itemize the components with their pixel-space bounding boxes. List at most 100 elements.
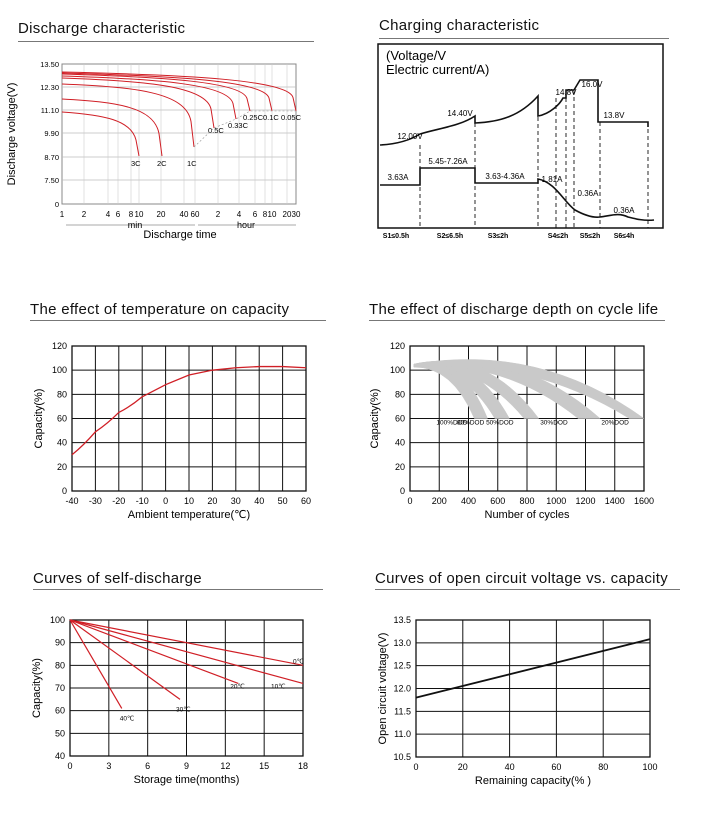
discharge-title: Discharge characteristic: [18, 20, 186, 37]
discharge-title-rule: [18, 41, 314, 42]
series-line: [69, 619, 181, 700]
x-tick-label: 100: [642, 762, 657, 772]
series-label: 10℃: [271, 682, 286, 690]
x-tick-label: 40: [180, 210, 189, 219]
y-tick-label: 50: [55, 728, 65, 738]
y-axis-title: Capacity(%): [33, 389, 45, 449]
series-line: [69, 619, 123, 709]
x-tick-label: 1000: [546, 496, 566, 506]
plot-frame: [61, 63, 297, 205]
x-tick-label: 40: [505, 762, 515, 772]
x-tick-label: 0: [407, 496, 412, 506]
capacity-line: [71, 365, 307, 456]
dod-label: 80%DOD: [457, 420, 485, 427]
y-tick-label: 12.5: [393, 661, 411, 671]
x-tick-label: 0: [67, 761, 72, 771]
stage-label: S2≤6.5h: [437, 233, 463, 240]
x-tick-label: 1200: [575, 496, 595, 506]
voltage-label: 14.40V: [447, 109, 473, 118]
voltage-curve: [379, 79, 649, 146]
discharge-curve: [61, 71, 297, 112]
current-label: 3.63-4.36A: [485, 172, 525, 181]
y-tick-label: 10.5: [393, 752, 411, 762]
hour-label: hour: [237, 220, 255, 230]
voltage-label: 14.8V: [556, 88, 578, 97]
y-tick-label: 60: [57, 414, 67, 424]
x-tick-label: 1600: [634, 496, 654, 506]
y-tick-label: 40: [395, 438, 405, 448]
y-axis-title: Capacity(%): [31, 658, 43, 718]
current-label: 3.63A: [388, 173, 410, 182]
discharge-curve: [61, 98, 163, 157]
temperature-title-rule: [30, 320, 326, 321]
dod-label: 50%DOD: [486, 420, 514, 427]
y-tick-label: 90: [55, 638, 65, 648]
selfdischarge-chart: 0 3 6 9 12 15 18 40 50 60 70 80 90 100 Storage time(mo…: [31, 615, 308, 786]
dod-label: 20%DOD: [601, 420, 629, 427]
x-tick-label: 30: [231, 496, 241, 506]
y-tick-label: 13.5: [393, 615, 411, 625]
x-tick-label: 50: [278, 496, 288, 506]
dod-label: 30%DOD: [540, 420, 568, 427]
y-tick-label: 40: [57, 438, 67, 448]
current-label: 5.45-7.26A: [428, 157, 468, 166]
x-tick-label: 2: [216, 210, 221, 219]
x-tick-label: 60: [191, 210, 200, 219]
x-tick-label: 20: [207, 496, 217, 506]
series-label: 30℃: [176, 705, 191, 713]
y-tick-label: 0: [400, 486, 405, 496]
curve-label: 0.25C: [243, 113, 264, 122]
x-tick-label: 60: [301, 496, 311, 506]
x-tick-label: 400: [461, 496, 476, 506]
discharge-curve: [61, 77, 215, 129]
x-tick-label: 6: [145, 761, 150, 771]
series-line: [69, 619, 304, 685]
curve-label: 0.1C: [263, 113, 279, 122]
curve-label: 0.05C: [281, 113, 302, 122]
x-tick-label: 18: [298, 761, 308, 771]
ocv-title: Curves of open circuit voltage vs. capac…: [375, 570, 669, 587]
y-axis-title: Open circuit voltage(V): [377, 633, 389, 745]
x-tick-label: 12: [220, 761, 230, 771]
curve-label: 1C: [187, 159, 197, 168]
y-tick-label: 11.0: [394, 729, 411, 739]
y-tick-label: 120: [52, 341, 67, 351]
x-tick-label: 1: [60, 210, 65, 219]
legend-line-1: (Voltage/V: [386, 48, 446, 63]
stage-label: S4≤2h: [548, 233, 569, 240]
temperature-title: The effect of temperature on capacity: [30, 301, 290, 318]
x-tick-label: 8: [263, 210, 268, 219]
x-tick-label: 600: [490, 496, 505, 506]
x-tick-label: 60: [551, 762, 561, 772]
y-axis-title: Capacity(%): [369, 389, 381, 449]
y-tick-label: 100: [52, 365, 67, 375]
x-tick-label: 6: [253, 210, 258, 219]
series-label: 0℃: [293, 657, 304, 665]
x-axis-title: Discharge time: [143, 229, 216, 241]
y-tick-label: 100: [390, 365, 405, 375]
y-tick-label: 12.0: [393, 684, 411, 694]
y-tick-label: 80: [395, 389, 405, 399]
temperature-chart: -40 -30 -20 -10 0 10 20 30 40 50 60 0 20 40 60 80 100 120…: [33, 341, 311, 521]
y-tick-label: 20: [57, 462, 67, 472]
cycle-title: The effect of discharge depth on cycle l…: [369, 301, 659, 318]
voltage-label: 13.8V: [604, 111, 626, 120]
x-axis-title: Storage time(months): [134, 774, 240, 786]
x-tick-label: 20: [157, 210, 166, 219]
discharge-curve: [61, 75, 237, 120]
discharge-curve: [61, 73, 251, 112]
y-tick-label: 12.30: [40, 83, 59, 92]
x-tick-label: 200: [432, 496, 447, 506]
dod-band: [413, 359, 645, 419]
y-tick-label: 13.50: [40, 60, 59, 69]
y-tick-label: 7.50: [44, 176, 59, 185]
x-axis-title: Ambient temperature(℃): [128, 509, 250, 521]
x-tick-label: 800: [519, 496, 534, 506]
curve-label: 0.33C: [228, 121, 249, 130]
y-tick-label: 20: [395, 462, 405, 472]
series-line: [69, 619, 304, 666]
voltage-label: 12.00V: [397, 132, 423, 141]
x-tick-label: 10: [184, 496, 194, 506]
